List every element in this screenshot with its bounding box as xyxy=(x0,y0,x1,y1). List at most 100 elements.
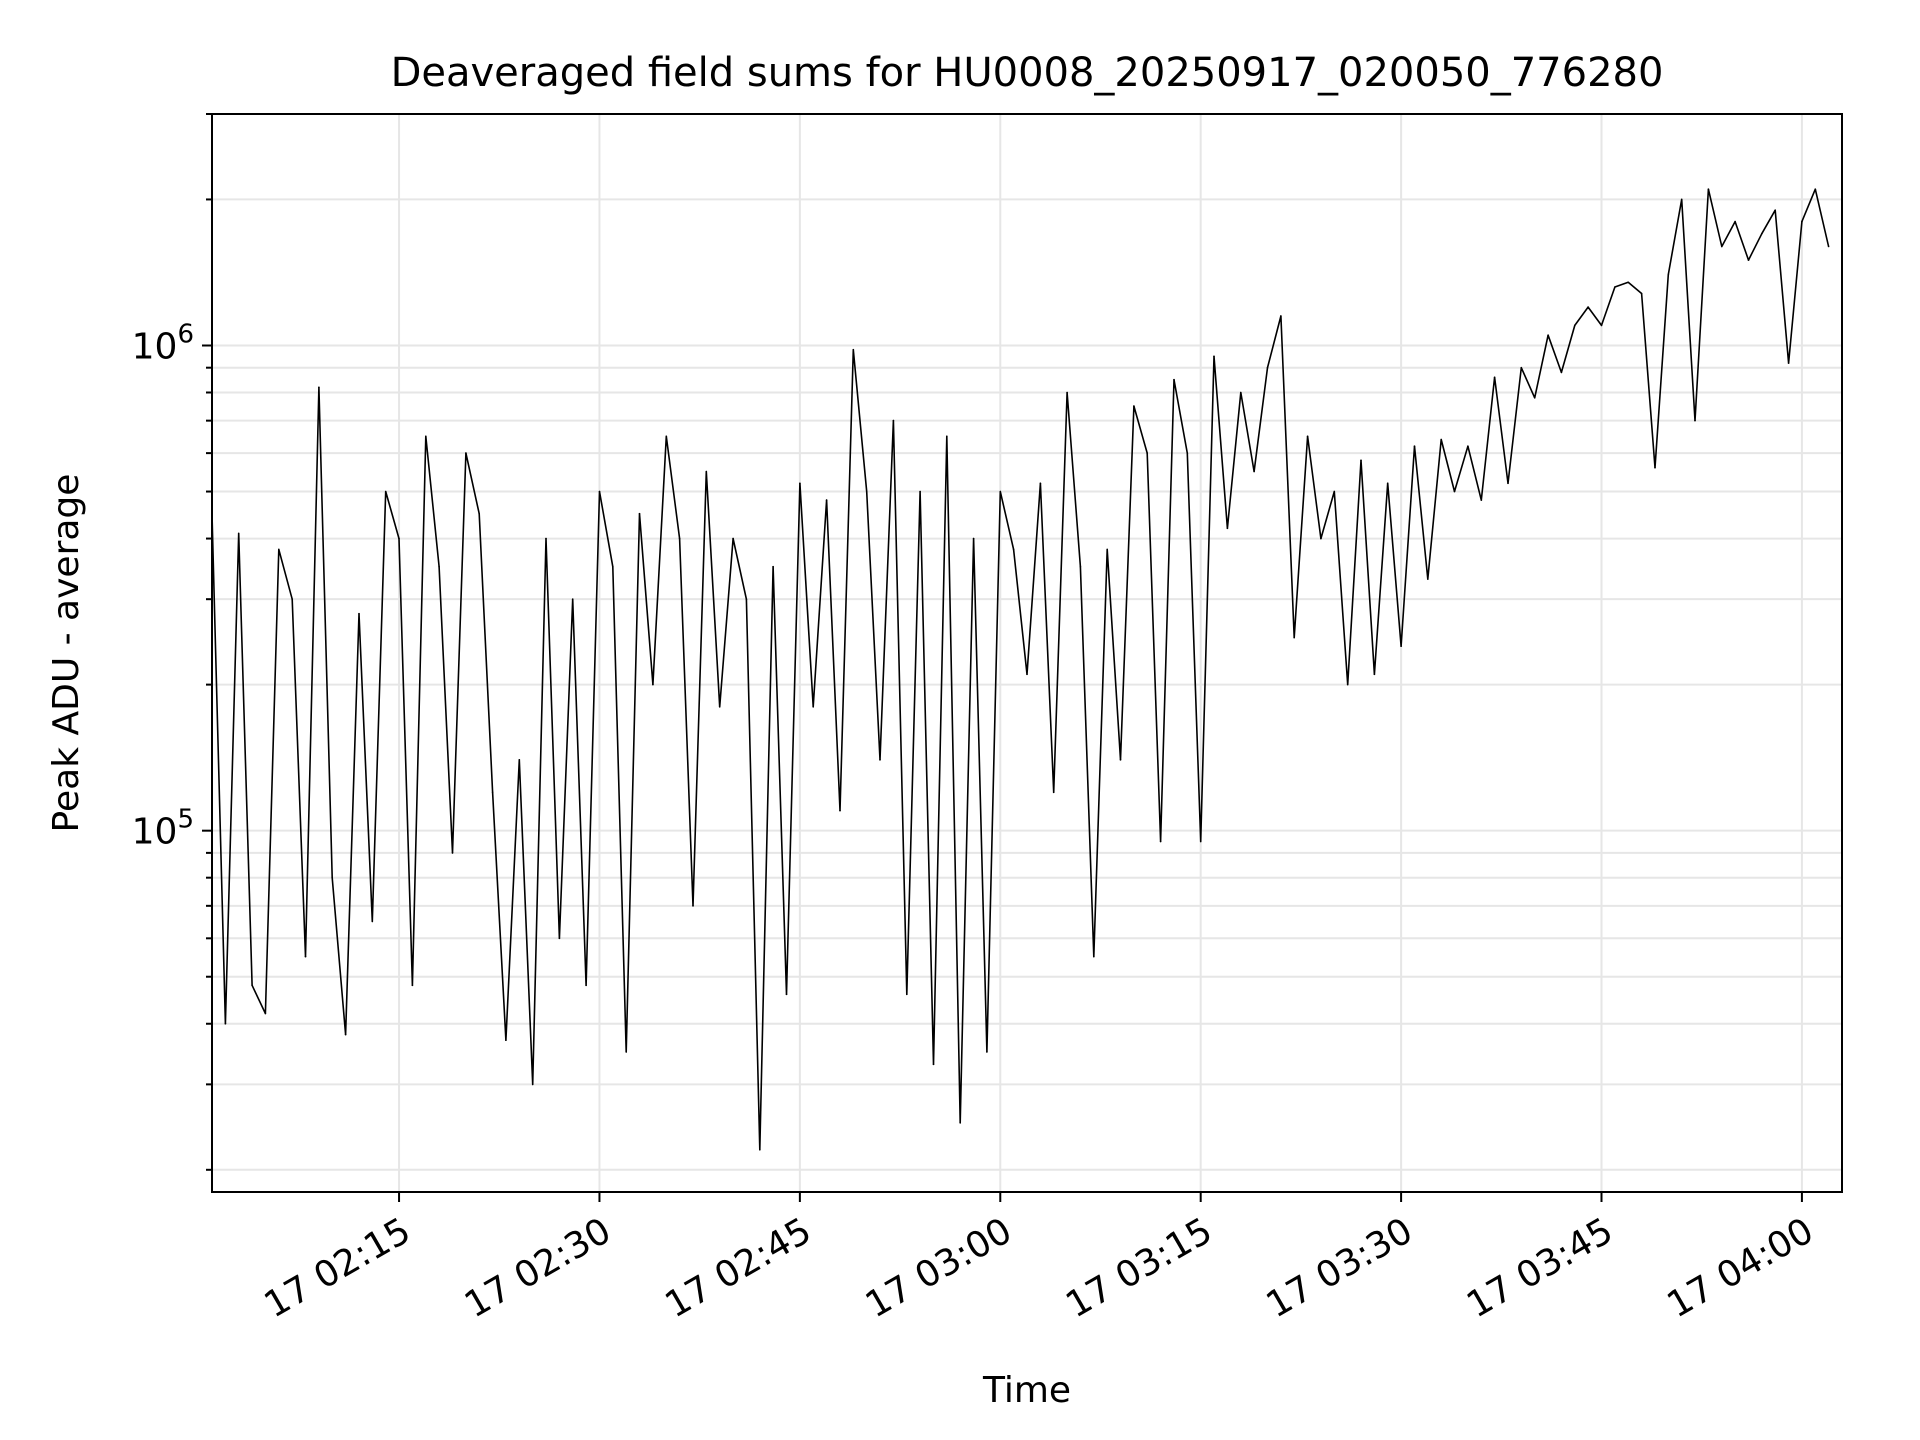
data-point xyxy=(1440,438,1442,441)
data-point xyxy=(799,482,801,485)
data-point xyxy=(665,435,668,438)
data-point xyxy=(745,598,748,600)
x-tick-label: 17 04:00 xyxy=(1660,1210,1820,1326)
chart-title: Deaveraged field sums for HU0008_2025091… xyxy=(391,50,1664,96)
data-point xyxy=(1052,791,1055,794)
data-point xyxy=(1587,306,1589,308)
series-line xyxy=(211,188,1830,1151)
data-point xyxy=(304,955,307,958)
data-point xyxy=(237,532,240,535)
x-tick-label: 17 02:15 xyxy=(258,1210,418,1326)
data-point xyxy=(1373,673,1376,676)
data-point xyxy=(1761,232,1763,235)
data-point xyxy=(531,1083,534,1086)
data-point xyxy=(1814,188,1817,190)
data-point xyxy=(1012,548,1015,551)
x-tick-label: 17 03:30 xyxy=(1260,1210,1420,1326)
data-point xyxy=(465,452,467,454)
data-point xyxy=(1253,470,1255,473)
data-point xyxy=(718,706,721,708)
data-point xyxy=(879,759,881,761)
data-point xyxy=(478,512,481,515)
data-point xyxy=(865,490,868,493)
data-point xyxy=(291,598,294,600)
data-point xyxy=(932,1063,935,1066)
data-point xyxy=(371,920,374,923)
data-point xyxy=(264,1012,267,1015)
data-point xyxy=(1133,405,1135,407)
data-point xyxy=(545,537,547,540)
data-point xyxy=(892,419,895,422)
data-point xyxy=(518,759,521,761)
data-point xyxy=(1533,397,1536,399)
data-point xyxy=(1106,548,1108,551)
data-point xyxy=(558,937,561,940)
data-point xyxy=(1093,955,1095,958)
data-point xyxy=(1627,281,1629,284)
data-point xyxy=(1026,673,1028,676)
data-point xyxy=(1774,209,1776,211)
data-point xyxy=(946,435,948,438)
y-axis-label: Peak ADU - average xyxy=(46,474,87,833)
data-point xyxy=(705,470,708,473)
data-point xyxy=(1640,292,1643,295)
data-point xyxy=(251,984,253,987)
data-point xyxy=(384,490,387,493)
data-point xyxy=(678,537,681,540)
data-point xyxy=(1320,537,1322,540)
data-point xyxy=(571,598,574,600)
series-layer xyxy=(211,188,1830,1151)
data-point xyxy=(318,386,320,389)
data-point xyxy=(1240,391,1242,394)
data-point xyxy=(1146,452,1148,454)
data-point xyxy=(839,809,841,812)
grid xyxy=(212,113,1842,1192)
data-point xyxy=(652,683,654,686)
data-point xyxy=(1520,366,1523,369)
data-point xyxy=(1280,315,1282,317)
data-point xyxy=(812,706,814,708)
data-point xyxy=(1226,527,1229,530)
data-point xyxy=(1293,636,1295,639)
x-tick-label: 17 03:15 xyxy=(1059,1210,1219,1326)
x-tick-label: 17 02:45 xyxy=(658,1210,818,1326)
data-point xyxy=(1400,645,1402,647)
data-point xyxy=(1186,452,1189,454)
data-point xyxy=(692,905,694,907)
data-point xyxy=(1413,445,1416,448)
data-point xyxy=(598,490,601,493)
data-point xyxy=(451,852,454,854)
data-point xyxy=(425,435,427,438)
data-point xyxy=(278,548,280,551)
data-point xyxy=(358,612,360,615)
data-point xyxy=(759,1148,761,1151)
data-point xyxy=(732,537,734,540)
data-point xyxy=(1480,499,1483,501)
y-tick-label: 106 xyxy=(132,319,194,367)
data-point xyxy=(505,1039,507,1041)
data-point xyxy=(1560,371,1563,374)
data-point xyxy=(1694,419,1696,422)
x-tick-label: 17 03:45 xyxy=(1460,1210,1620,1326)
data-point xyxy=(1747,259,1750,261)
x-tick-label: 17 03:00 xyxy=(859,1210,1019,1326)
data-point xyxy=(1493,376,1496,379)
x-tick-label: 17 02:30 xyxy=(458,1210,618,1326)
data-point xyxy=(1801,220,1803,223)
data-point xyxy=(1119,759,1122,761)
data-point xyxy=(1614,286,1616,288)
data-point xyxy=(852,348,855,351)
data-point xyxy=(1734,220,1736,223)
data-point xyxy=(1667,273,1670,276)
data-point xyxy=(438,565,440,568)
data-point xyxy=(1173,378,1175,381)
data-point xyxy=(986,1051,988,1053)
data-point xyxy=(772,565,774,568)
data-point xyxy=(1213,355,1215,358)
data-point xyxy=(1453,490,1456,493)
data-point xyxy=(1333,490,1336,493)
data-point xyxy=(1306,435,1309,438)
data-point xyxy=(1346,683,1349,686)
data-point xyxy=(1467,445,1469,448)
data-point xyxy=(999,490,1002,493)
